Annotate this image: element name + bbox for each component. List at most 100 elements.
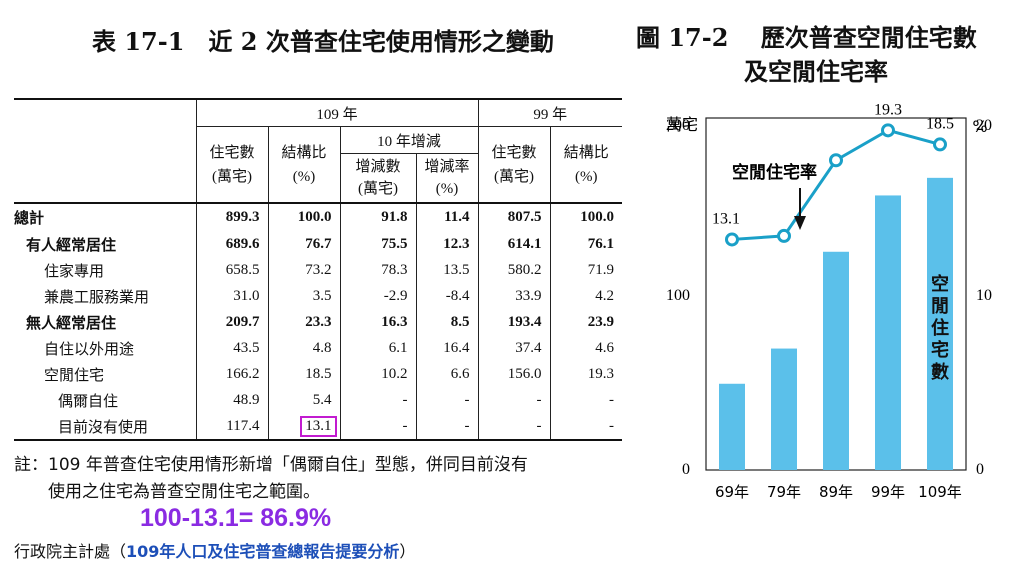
header-ratio-label: 結構比 bbox=[281, 144, 327, 161]
cell: -2.9 bbox=[339, 283, 416, 309]
bar-vertical-label-char: 閒 bbox=[931, 296, 949, 317]
table-title: 表 17-1 近 2 次普查住宅使用情形之變動 bbox=[92, 27, 554, 56]
cell: 23.9 bbox=[549, 309, 622, 335]
cell: - bbox=[339, 387, 416, 413]
line-data-label: 18.5 bbox=[926, 115, 954, 132]
cell: - bbox=[415, 413, 478, 440]
cell: 689.6 bbox=[195, 231, 268, 257]
y-tick-right: 0 bbox=[976, 461, 984, 478]
line-point bbox=[933, 137, 947, 152]
table-row: 自住以外用途 43.5 4.8 6.1 16.4 37.4 4.6 bbox=[14, 335, 622, 361]
y-tick-left: 200 bbox=[666, 117, 690, 134]
source-suffix: ） bbox=[399, 542, 416, 561]
header-houses-unit: (萬宅) bbox=[494, 168, 534, 185]
cell: 71.9 bbox=[549, 257, 622, 283]
table-footnote: 註：109 年普查住宅使用情形新增「偶爾自住」型態，併同目前沒有 使用之住宅為普… bbox=[14, 452, 528, 506]
annotation-arrow-head bbox=[794, 216, 806, 230]
calculation-annotation: 100-13.1= 86.9% bbox=[140, 504, 332, 532]
row-label: 兼農工服務業用 bbox=[44, 287, 150, 306]
header-houses-99: 住宅數 (萬宅) bbox=[477, 126, 550, 204]
table-row: 無人經常居住 209.7 23.3 16.3 8.5 193.4 23.9 bbox=[14, 309, 622, 335]
row-label: 有人經常居住 bbox=[26, 235, 117, 254]
header-change-rate: 增減率 (%) bbox=[415, 153, 478, 204]
cell: 5.4 bbox=[267, 387, 340, 413]
cell: 6.6 bbox=[415, 361, 478, 387]
line-point bbox=[725, 232, 739, 247]
row-label: 目前沒有使用 bbox=[58, 417, 149, 436]
cell: 117.4 bbox=[195, 413, 268, 440]
cell: 4.8 bbox=[267, 335, 340, 361]
cell: 43.5 bbox=[195, 335, 268, 361]
header-houses-label: 住宅數 bbox=[209, 144, 255, 161]
header-year-109: 109 年 bbox=[195, 99, 478, 127]
bar-vacant-houses bbox=[771, 348, 797, 470]
row-label: 無人經常居住 bbox=[26, 313, 117, 332]
bar-vacant-houses bbox=[719, 383, 745, 470]
table-row: 偶爾自住 48.9 5.4 - - - - bbox=[14, 387, 622, 413]
cell: - bbox=[477, 387, 550, 413]
header-ratio-unit: (%) bbox=[292, 168, 316, 185]
y-tick-right: 20 bbox=[976, 117, 992, 134]
header-houses-label: 住宅數 bbox=[491, 144, 537, 161]
cell: 6.1 bbox=[339, 335, 416, 361]
cell: 10.2 bbox=[339, 361, 416, 387]
cell: 4.6 bbox=[549, 335, 622, 361]
bar-vacant-houses bbox=[927, 177, 953, 470]
cell: 4.2 bbox=[549, 283, 622, 309]
bar-vertical-label-char: 宅 bbox=[931, 339, 949, 361]
cell: 12.3 bbox=[415, 231, 478, 257]
cell: - bbox=[339, 413, 416, 440]
housing-usage-table: 109 年 99 年 住宅數 (萬宅) 結構比 (%) 10 年增減 住宅數 (… bbox=[14, 98, 622, 441]
table-row: 住家專用 658.5 73.2 78.3 13.5 580.2 71.9 bbox=[14, 257, 622, 283]
row-label: 自住以外用途 bbox=[44, 339, 135, 358]
cell: - bbox=[477, 413, 550, 440]
highlight-box: 13.1 bbox=[300, 415, 337, 437]
header-change-rate-unit: (%) bbox=[435, 181, 459, 197]
cell: 19.3 bbox=[549, 361, 622, 387]
header-change-num-label: 增減數 bbox=[355, 159, 401, 175]
y-tick-left: 100 bbox=[666, 287, 690, 304]
cell: 37.4 bbox=[477, 335, 550, 361]
header-houses-109: 住宅數 (萬宅) bbox=[195, 126, 268, 204]
table-row: 有人經常居住 689.6 76.7 75.5 12.3 614.1 76.1 bbox=[14, 231, 622, 257]
x-tick-label: 69年 bbox=[715, 483, 749, 501]
header-corner bbox=[14, 99, 196, 204]
source-prefix: 行政院主計處（ bbox=[14, 542, 127, 561]
x-tick-label: 79年 bbox=[767, 483, 801, 501]
cell: 807.5 bbox=[477, 203, 550, 231]
cell: 156.0 bbox=[477, 361, 550, 387]
cell: 100.0 bbox=[549, 203, 622, 231]
cell: 78.3 bbox=[339, 257, 416, 283]
header-change-num-unit: (萬宅) bbox=[358, 181, 398, 197]
y-tick-left: 0 bbox=[682, 461, 690, 478]
bar-vacant-houses bbox=[823, 251, 849, 470]
footnote-line: 註：109 年普查住宅使用情形新增「偶爾自住」型態，併同目前沒有 bbox=[14, 455, 528, 475]
row-label: 空閒住宅 bbox=[44, 365, 105, 384]
line-data-label: 19.3 bbox=[874, 101, 902, 118]
y-axis-left-label: 萬宅 bbox=[666, 115, 698, 134]
cell: -8.4 bbox=[415, 283, 478, 309]
cell: 899.3 bbox=[195, 203, 268, 231]
cell: 16.3 bbox=[339, 309, 416, 335]
bar-vertical-label-char: 空 bbox=[931, 273, 949, 295]
x-tick-label: 89年 bbox=[819, 483, 853, 501]
header-houses-unit: (萬宅) bbox=[212, 168, 252, 185]
cell: 91.8 bbox=[339, 203, 416, 231]
cell: 193.4 bbox=[477, 309, 550, 335]
highlighted-cell: 13.1 bbox=[267, 413, 340, 440]
header-year-99: 99 年 bbox=[477, 99, 622, 127]
bar-vertical-label-char: 住 bbox=[931, 317, 949, 339]
cell: 76.7 bbox=[267, 231, 340, 257]
line-vacancy-rate bbox=[731, 128, 941, 241]
cell: - bbox=[549, 413, 622, 440]
x-tick-label: 99年 bbox=[871, 483, 905, 501]
cell: 18.5 bbox=[267, 361, 340, 387]
cell: - bbox=[549, 387, 622, 413]
bar-vertical-label-char: 數 bbox=[931, 362, 949, 383]
cell: 31.0 bbox=[195, 283, 268, 309]
header-change-group: 10 年增減 bbox=[339, 126, 478, 154]
cell: 614.1 bbox=[477, 231, 550, 257]
cell: 13.5 bbox=[415, 257, 478, 283]
source-report-link[interactable]: 109年人口及住宅普查總報告提要分析 bbox=[126, 542, 400, 561]
source-citation: 行政院主計處（109年人口及住宅普查總報告提要分析） bbox=[14, 538, 415, 562]
